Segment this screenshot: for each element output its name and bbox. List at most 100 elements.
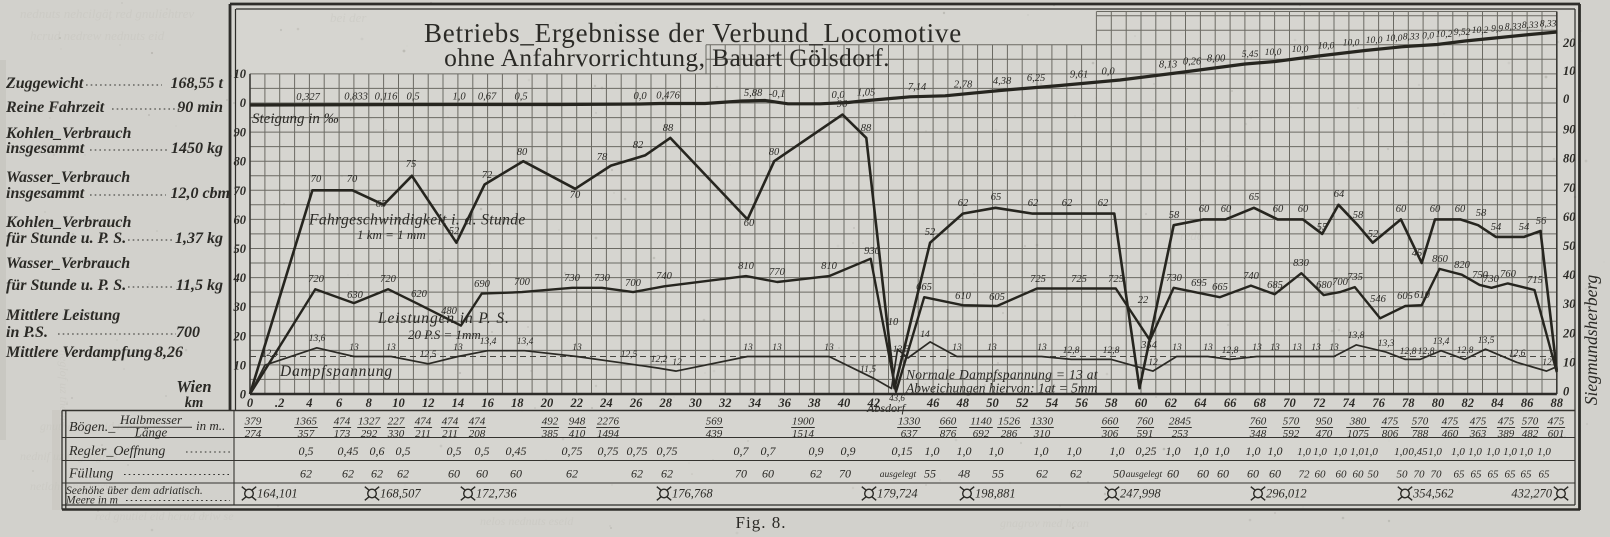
svg-text:Kohlen_Verbrauch: Kohlen_Verbrauch <box>5 214 131 231</box>
svg-text:475: 475 <box>1548 416 1565 428</box>
svg-text:0,833: 0,833 <box>344 92 368 103</box>
svg-text:0,9: 0,9 <box>809 444 824 458</box>
svg-text:164,101: 164,101 <box>257 487 298 501</box>
svg-text:168,55 t: 168,55 t <box>171 75 224 92</box>
svg-text:2845: 2845 <box>1169 416 1192 428</box>
svg-text:Leistungen in P. S.: Leistungen in P. S. <box>377 310 510 327</box>
svg-text:475: 475 <box>1470 416 1487 428</box>
svg-text:88: 88 <box>663 123 674 134</box>
svg-text:Abweichungen hiervon: 1at = 5m: Abweichungen hiervon: 1at = 5mm <box>905 381 1098 396</box>
svg-text:474: 474 <box>442 416 459 428</box>
svg-text:7,14: 7,14 <box>908 82 927 93</box>
svg-text:168,507: 168,507 <box>380 487 421 501</box>
svg-text:13: 13 <box>952 343 962 353</box>
svg-text:876: 876 <box>940 428 957 440</box>
svg-text:1,37 kg: 1,37 kg <box>175 230 223 247</box>
svg-text:330: 330 <box>387 428 405 440</box>
svg-text:Absdorf: Absdorf <box>866 401 907 415</box>
svg-text:432,270: 432,270 <box>1511 487 1552 501</box>
svg-text:172,736: 172,736 <box>476 487 517 501</box>
svg-text:32: 32 <box>718 396 732 410</box>
svg-text:695: 695 <box>1191 278 1207 289</box>
svg-text:13,4: 13,4 <box>517 337 534 347</box>
svg-text:nednuts nehcilgät red gnulieht: nednuts nehcilgät red gnuliehtrev <box>20 6 194 21</box>
svg-text:13: 13 <box>1329 343 1339 353</box>
svg-text:860: 860 <box>1432 254 1449 265</box>
svg-text:Regler_Oeffnung: Regler_Oeffnung <box>68 444 165 459</box>
svg-text:0,6: 0,6 <box>370 444 385 458</box>
svg-text:546: 546 <box>1370 294 1387 305</box>
svg-text:24: 24 <box>599 396 613 410</box>
svg-text:52: 52 <box>449 226 460 237</box>
svg-text:14: 14 <box>452 396 465 410</box>
svg-text:14: 14 <box>920 330 930 340</box>
svg-text:Wien: Wien <box>176 377 211 396</box>
svg-text:Bögen._: Bögen._ <box>69 420 116 435</box>
svg-text:Normale Dampfspannung = 13 at: Normale Dampfspannung = 13 at <box>905 367 1099 382</box>
svg-text:1450 kg: 1450 kg <box>171 140 223 157</box>
svg-text:227: 227 <box>388 416 405 428</box>
svg-text:62: 62 <box>371 467 383 481</box>
svg-text:9,9: 9,9 <box>1491 24 1503 34</box>
svg-text:12,2: 12,2 <box>651 355 668 365</box>
svg-text:12: 12 <box>672 358 682 368</box>
svg-text:930: 930 <box>864 246 881 257</box>
svg-text:für Stunde u. P. S.: für Stunde u. P. S. <box>6 230 126 247</box>
svg-text:60: 60 <box>1315 469 1327 481</box>
svg-text:bei der: bei der <box>330 10 367 25</box>
svg-text:56: 56 <box>1075 396 1088 410</box>
svg-text:70: 70 <box>735 467 747 481</box>
svg-text:52: 52 <box>1368 229 1379 240</box>
svg-text:379: 379 <box>244 416 262 428</box>
svg-text:Kohlen_Verbrauch: Kohlen_Verbrauch <box>5 125 131 142</box>
svg-text:1,0: 1,0 <box>1110 444 1125 458</box>
svg-text:1,0: 1,0 <box>1364 446 1378 458</box>
svg-text:22: 22 <box>1138 295 1149 306</box>
svg-text:1,0: 1,0 <box>1451 446 1465 458</box>
svg-text:78: 78 <box>1402 396 1415 410</box>
svg-text:700: 700 <box>514 277 531 288</box>
svg-text:8,33: 8,33 <box>1540 19 1557 29</box>
svg-text:725: 725 <box>1030 274 1046 285</box>
svg-text:8,33: 8,33 <box>1403 33 1420 43</box>
svg-text:760: 760 <box>1137 416 1154 428</box>
svg-text:1,0: 1,0 <box>1333 446 1347 458</box>
svg-text:74: 74 <box>1343 396 1356 410</box>
svg-text:740: 740 <box>656 271 673 282</box>
svg-text:1,0: 1,0 <box>1215 444 1230 458</box>
svg-text:75: 75 <box>406 159 417 170</box>
svg-text:60: 60 <box>1135 396 1148 410</box>
svg-text:8,13: 8,13 <box>1159 60 1177 71</box>
svg-text:ausgelegt: ausgelegt <box>1126 470 1163 480</box>
svg-text:247,998: 247,998 <box>1120 487 1161 501</box>
svg-text:1,0: 1,0 <box>1428 446 1442 458</box>
svg-text:Mittlere Leistung: Mittlere Leistung <box>5 307 120 324</box>
svg-text:12,8: 12,8 <box>1103 346 1120 356</box>
svg-text:605: 605 <box>1397 291 1413 302</box>
svg-text:13: 13 <box>572 343 582 353</box>
svg-text:460: 460 <box>1442 428 1459 440</box>
svg-text:Wasser_Verbrauch: Wasser_Verbrauch <box>6 169 130 186</box>
svg-text:1327: 1327 <box>358 416 381 428</box>
svg-text:60: 60 <box>448 467 460 481</box>
svg-text:2,78: 2,78 <box>954 80 973 91</box>
svg-text:Länge: Länge <box>134 425 168 440</box>
svg-text:13: 13 <box>1292 343 1302 353</box>
svg-text:8,33: 8,33 <box>1505 23 1522 33</box>
svg-text:ausgelegt: ausgelegt <box>880 470 917 480</box>
svg-text:474: 474 <box>415 416 432 428</box>
svg-text:62: 62 <box>1062 198 1073 209</box>
svg-text:13: 13 <box>349 343 359 353</box>
svg-text:830: 830 <box>1293 258 1310 269</box>
svg-text:0,25: 0,25 <box>1136 444 1157 458</box>
svg-text:492: 492 <box>542 416 559 428</box>
svg-text:208: 208 <box>469 428 486 440</box>
svg-text:Halbmesser: Halbmesser <box>119 412 183 427</box>
svg-text:68: 68 <box>1254 396 1267 410</box>
svg-text:0: 0 <box>247 396 254 410</box>
svg-text:11,5 kg: 11,5 kg <box>176 277 223 294</box>
svg-text:13: 13 <box>987 343 997 353</box>
svg-text:46: 46 <box>926 396 940 410</box>
svg-text:55: 55 <box>992 467 1004 481</box>
svg-text:60: 60 <box>1455 204 1466 215</box>
